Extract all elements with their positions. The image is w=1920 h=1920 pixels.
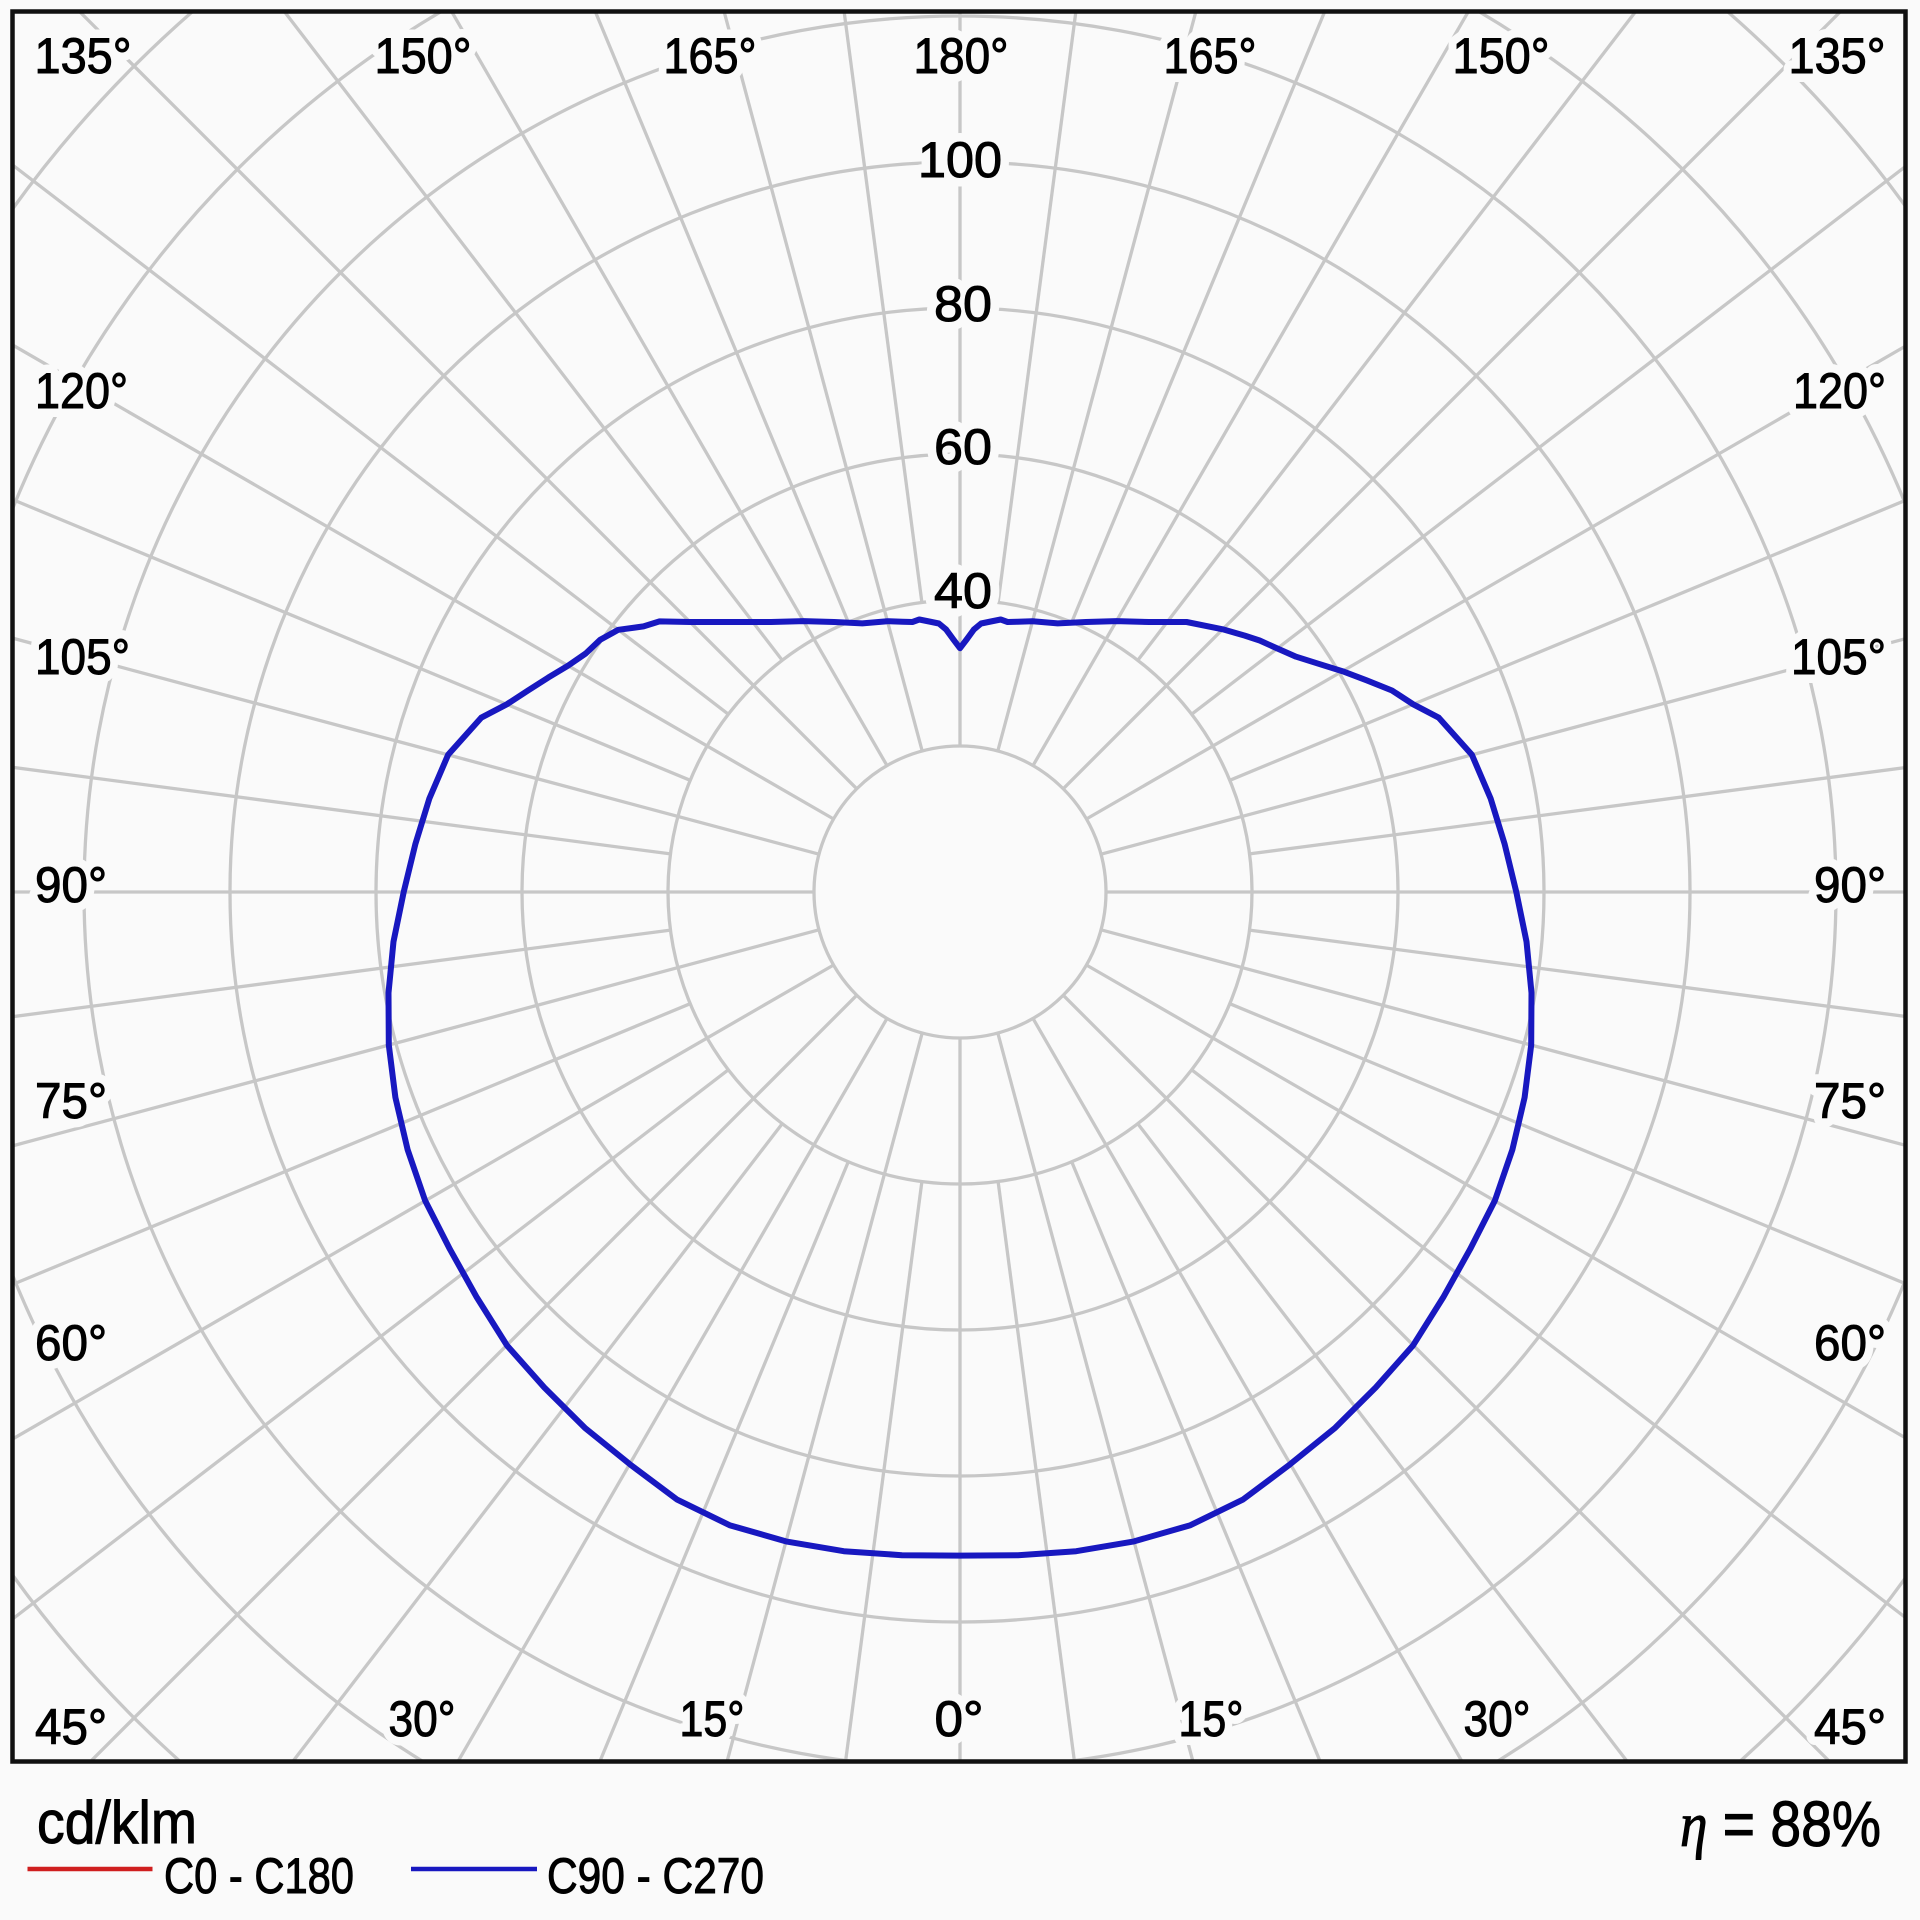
svg-text:90°: 90° [1814,857,1886,913]
svg-text:120°: 120° [1793,363,1886,419]
svg-text:C0 - C180: C0 - C180 [164,1848,354,1904]
svg-text:60: 60 [934,419,992,475]
svg-text:105°: 105° [35,629,130,685]
svg-text:60°: 60° [35,1315,107,1371]
svg-text:150°: 150° [1453,28,1550,84]
svg-text:105°: 105° [1791,629,1886,685]
svg-text:180°: 180° [914,28,1009,84]
svg-text:75°: 75° [1814,1073,1886,1129]
svg-text:60: 60 [934,419,992,475]
svg-text:15°: 15° [1179,1691,1244,1747]
svg-text:40: 40 [934,563,992,619]
svg-text:60°: 60° [35,1315,107,1371]
svg-text:100: 100 [918,132,1002,188]
svg-text:0°: 0° [935,1691,984,1747]
svg-text:180°: 180° [914,28,1009,84]
svg-text:75°: 75° [35,1073,107,1129]
svg-text:135°: 135° [35,28,132,84]
svg-text:135°: 135° [1789,28,1886,84]
svg-text:15°: 15° [680,1691,745,1747]
svg-text:15°: 15° [680,1691,745,1747]
svg-text:90°: 90° [35,857,107,913]
svg-text:165°: 165° [1164,28,1257,84]
svg-text:165°: 165° [1164,28,1257,84]
svg-text:15°: 15° [1179,1691,1244,1747]
svg-text:120°: 120° [1793,363,1886,419]
svg-text:0°: 0° [935,1691,984,1747]
svg-text:30°: 30° [389,1691,456,1747]
svg-text:cd/klm: cd/klm [37,1789,197,1856]
svg-text:80: 80 [934,276,992,332]
svg-text:150°: 150° [375,28,472,84]
svg-text:165°: 165° [664,28,757,84]
svg-text:135°: 135° [1789,28,1886,84]
svg-text:45°: 45° [35,1699,107,1755]
svg-text:105°: 105° [1791,629,1886,685]
svg-text:90°: 90° [35,857,107,913]
svg-text:105°: 105° [35,629,130,685]
svg-text:165°: 165° [664,28,757,84]
svg-text:40: 40 [934,563,992,619]
svg-text:30°: 30° [1464,1691,1531,1747]
svg-text:80: 80 [934,276,992,332]
svg-text:45°: 45° [1814,1699,1886,1755]
svg-text:C90 - C270: C90 - C270 [547,1848,764,1904]
svg-text:η = 88%: η = 88% [1680,1788,1881,1860]
svg-text:60°: 60° [1814,1315,1886,1371]
svg-text:45°: 45° [35,1699,107,1755]
svg-text:100: 100 [918,132,1002,188]
svg-text:30°: 30° [1464,1691,1531,1747]
svg-text:150°: 150° [1453,28,1550,84]
svg-text:120°: 120° [35,363,128,419]
svg-text:45°: 45° [1814,1699,1886,1755]
svg-text:75°: 75° [1814,1073,1886,1129]
svg-text:150°: 150° [375,28,472,84]
svg-text:135°: 135° [35,28,132,84]
svg-text:60°: 60° [1814,1315,1886,1371]
svg-text:90°: 90° [1814,857,1886,913]
svg-text:30°: 30° [389,1691,456,1747]
svg-text:120°: 120° [35,363,128,419]
svg-text:75°: 75° [35,1073,107,1129]
